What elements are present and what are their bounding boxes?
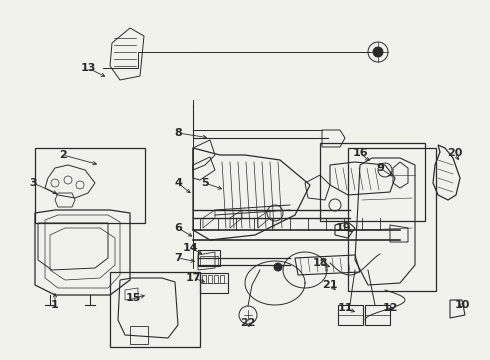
- Bar: [200, 256, 218, 266]
- Bar: [110, 272, 200, 347]
- Bar: [130, 326, 148, 344]
- Text: 11: 11: [337, 303, 353, 313]
- Text: 2: 2: [59, 150, 67, 160]
- Bar: [320, 143, 425, 221]
- Text: 13: 13: [80, 63, 96, 73]
- Bar: [348, 148, 436, 291]
- Text: 1: 1: [51, 300, 59, 310]
- Text: 3: 3: [29, 178, 37, 188]
- Bar: [214, 275, 218, 283]
- Text: 8: 8: [174, 128, 182, 138]
- Text: 19: 19: [335, 223, 351, 233]
- Text: 7: 7: [174, 253, 182, 263]
- Bar: [198, 250, 220, 266]
- Text: 12: 12: [382, 303, 398, 313]
- Text: 21: 21: [322, 280, 338, 290]
- Text: 18: 18: [312, 258, 328, 268]
- Text: 15: 15: [125, 293, 141, 303]
- Text: 5: 5: [201, 178, 209, 188]
- Text: 17: 17: [185, 273, 201, 283]
- Bar: [200, 273, 228, 293]
- Text: 4: 4: [174, 178, 182, 188]
- Text: 6: 6: [174, 223, 182, 233]
- Text: 10: 10: [454, 300, 470, 310]
- Bar: [365, 305, 390, 325]
- Text: 9: 9: [376, 163, 384, 173]
- Text: 16: 16: [352, 148, 368, 158]
- Circle shape: [274, 263, 282, 271]
- Text: 20: 20: [447, 148, 463, 158]
- Bar: [35, 148, 145, 223]
- Text: 14: 14: [182, 243, 198, 253]
- Text: 22: 22: [240, 318, 256, 328]
- Bar: [338, 305, 363, 325]
- Circle shape: [373, 47, 383, 57]
- Bar: [208, 275, 212, 283]
- Bar: [220, 275, 224, 283]
- Bar: [202, 275, 206, 283]
